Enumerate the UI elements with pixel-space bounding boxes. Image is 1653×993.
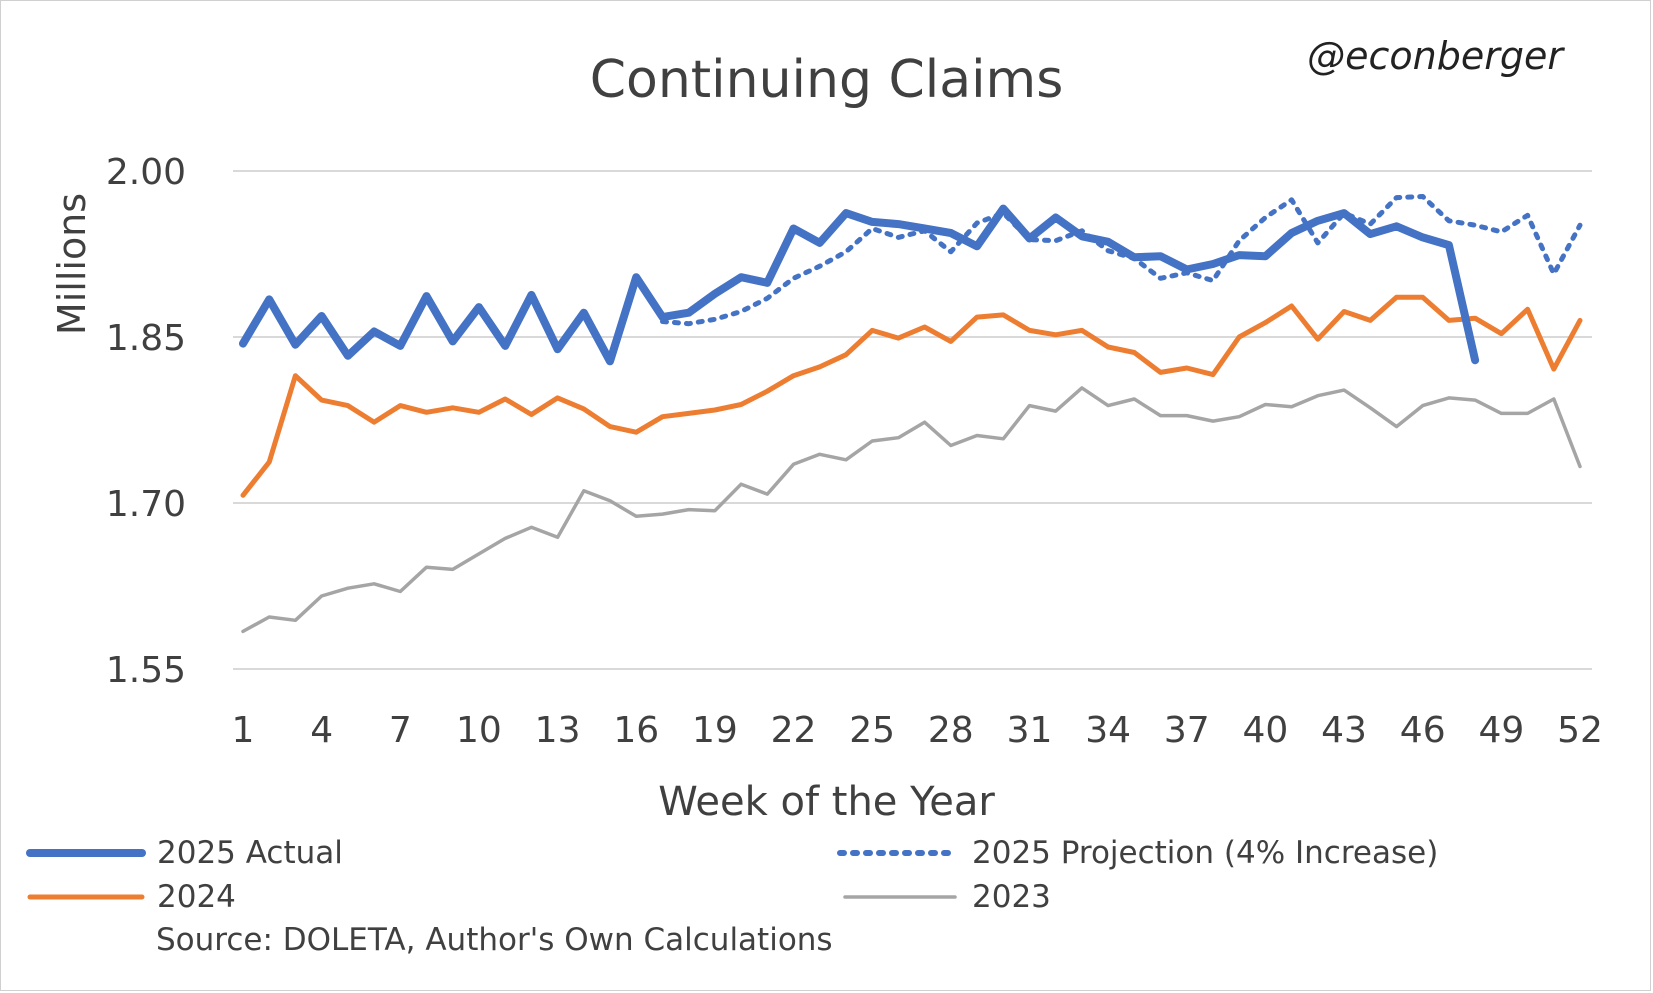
x-tick-label: 52 bbox=[1557, 710, 1603, 751]
chart-title: Continuing Claims bbox=[589, 50, 1064, 110]
x-tick-label: 34 bbox=[1085, 710, 1131, 751]
x-tick-label: 28 bbox=[928, 710, 974, 751]
x-tick-label: 16 bbox=[613, 710, 659, 751]
x-tick-label: 10 bbox=[456, 710, 502, 751]
legend-swatches bbox=[26, 849, 958, 900]
series-line-2024 bbox=[240, 294, 1583, 498]
legend-label-2024: 2024 bbox=[157, 879, 236, 915]
y-tick-label: 1.70 bbox=[106, 484, 186, 525]
x-axis-label: Week of the Year bbox=[658, 779, 995, 825]
y-tick-labels: 1.55 1.70 1.85 2.00 bbox=[106, 152, 186, 691]
watermark: @econberger bbox=[1307, 34, 1563, 78]
x-tick-label: 49 bbox=[1478, 710, 1524, 751]
legend-label-2025-actual: 2025 Actual bbox=[157, 835, 343, 871]
x-tick-label: 22 bbox=[771, 710, 817, 751]
x-tick-label: 31 bbox=[1007, 710, 1053, 751]
y-tick-label: 2.00 bbox=[106, 152, 186, 193]
x-tick-label: 7 bbox=[389, 710, 412, 751]
legend-label-2025-projection: 2025 Projection (4% Increase) bbox=[972, 835, 1439, 871]
series-line-2025-actual bbox=[239, 204, 1480, 366]
x-tick-labels: 1 4 7 10 13 16 19 22 25 28 31 34 37 40 43 46 49 52 bbox=[232, 710, 1603, 751]
x-tick-label: 19 bbox=[692, 710, 738, 751]
x-tick-label: 43 bbox=[1321, 710, 1367, 751]
series-line-2023 bbox=[241, 386, 1582, 634]
x-tick-label: 4 bbox=[310, 710, 333, 751]
series-lines bbox=[239, 194, 1583, 634]
legend-label-2023: 2023 bbox=[972, 879, 1051, 915]
x-tick-label: 46 bbox=[1400, 710, 1446, 751]
source-note: Source: DOLETA, Author's Own Calculation… bbox=[156, 922, 833, 958]
y-tick-label: 1.55 bbox=[106, 650, 186, 691]
x-tick-label: 25 bbox=[849, 710, 895, 751]
x-tick-label: 40 bbox=[1243, 710, 1289, 751]
x-tick-label: 13 bbox=[535, 710, 581, 751]
x-tick-label: 37 bbox=[1164, 710, 1210, 751]
x-tick-label: 1 bbox=[232, 710, 255, 751]
y-tick-label: 1.85 bbox=[106, 318, 186, 359]
series-line-2025-projection-4-increase- bbox=[660, 194, 1583, 327]
